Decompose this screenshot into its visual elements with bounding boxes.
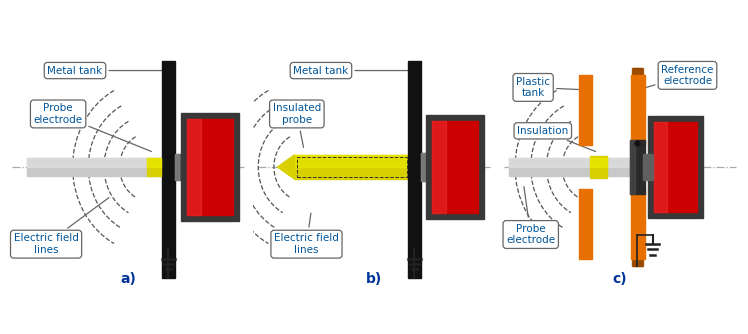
Bar — [27, 158, 162, 167]
Bar — [654, 122, 667, 212]
Bar — [579, 189, 592, 259]
Text: a): a) — [120, 272, 136, 286]
Bar — [634, 68, 642, 266]
Bar — [509, 158, 630, 167]
Text: Reference
electrode: Reference electrode — [641, 64, 714, 89]
Bar — [175, 154, 180, 180]
Bar — [630, 141, 646, 193]
Bar — [295, 155, 408, 167]
Bar — [295, 155, 408, 179]
Bar — [297, 157, 407, 177]
Bar — [631, 75, 646, 145]
Bar — [187, 119, 201, 215]
Bar — [509, 158, 630, 176]
Bar — [187, 119, 233, 215]
Bar — [147, 158, 161, 176]
Text: Probe
electrode: Probe electrode — [34, 103, 151, 152]
Text: Plastic
tank: Plastic tank — [516, 76, 583, 98]
Bar — [590, 158, 607, 167]
Text: b): b) — [366, 272, 382, 286]
Text: Electric field
lines: Electric field lines — [13, 198, 109, 255]
Bar — [579, 75, 592, 145]
Bar — [162, 61, 175, 278]
Bar — [654, 122, 696, 212]
Text: Insulation: Insulation — [517, 126, 595, 152]
Text: Insulated
probe: Insulated probe — [273, 103, 321, 147]
Text: c): c) — [613, 272, 628, 286]
Bar — [630, 141, 635, 193]
Bar — [432, 121, 446, 213]
Text: Probe
electrode: Probe electrode — [506, 187, 555, 245]
Text: Metal tank: Metal tank — [293, 65, 411, 75]
Bar — [27, 158, 162, 176]
Bar — [175, 154, 186, 180]
Text: Metal tank: Metal tank — [47, 65, 165, 75]
Bar — [432, 121, 478, 213]
Bar — [147, 158, 161, 167]
Text: Electric field
lines: Electric field lines — [274, 213, 339, 255]
Bar — [632, 68, 643, 266]
Bar — [643, 154, 652, 180]
Bar — [590, 156, 607, 178]
Bar — [181, 113, 239, 221]
Bar — [631, 189, 646, 259]
Bar — [426, 115, 484, 219]
Bar — [421, 153, 426, 181]
Bar — [408, 61, 421, 278]
Bar — [421, 153, 432, 181]
Polygon shape — [278, 155, 295, 179]
Bar — [649, 116, 702, 218]
